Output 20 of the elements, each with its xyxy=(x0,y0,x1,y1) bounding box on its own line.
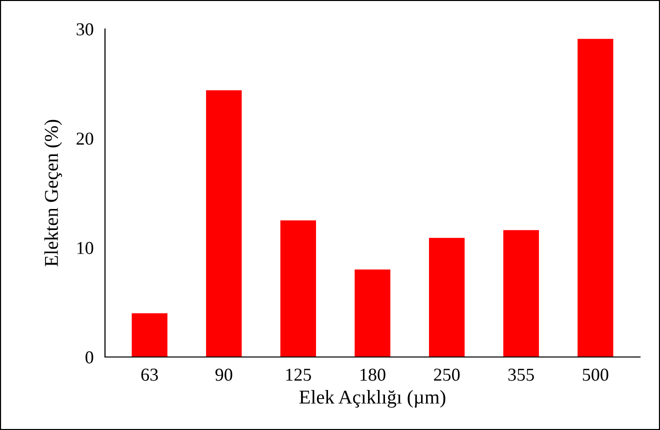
y-tick-label: 0 xyxy=(86,351,94,364)
y-tick-label: 30 xyxy=(76,23,94,36)
bar xyxy=(578,38,614,357)
x-tick-label: 355 xyxy=(508,368,534,381)
x-tick-label: 90 xyxy=(215,368,232,381)
x-tick-label: 125 xyxy=(286,368,312,381)
x-tick-label: 63 xyxy=(141,368,158,381)
bar xyxy=(206,90,242,357)
bar xyxy=(354,270,390,357)
x-tick-label: 250 xyxy=(434,368,460,381)
x-tick-label: 500 xyxy=(582,368,608,381)
bar xyxy=(280,220,316,357)
y-axis-title: Elekten Geçen (%) xyxy=(44,120,62,266)
y-tick-label: 20 xyxy=(76,132,94,145)
x-axis-title: Elek Açıklığı (µm) xyxy=(299,390,446,408)
y-tick-label: 10 xyxy=(77,242,94,254)
bar xyxy=(132,313,168,357)
bar xyxy=(428,238,465,357)
bar xyxy=(503,230,539,357)
x-tick-label: 180 xyxy=(360,368,386,381)
